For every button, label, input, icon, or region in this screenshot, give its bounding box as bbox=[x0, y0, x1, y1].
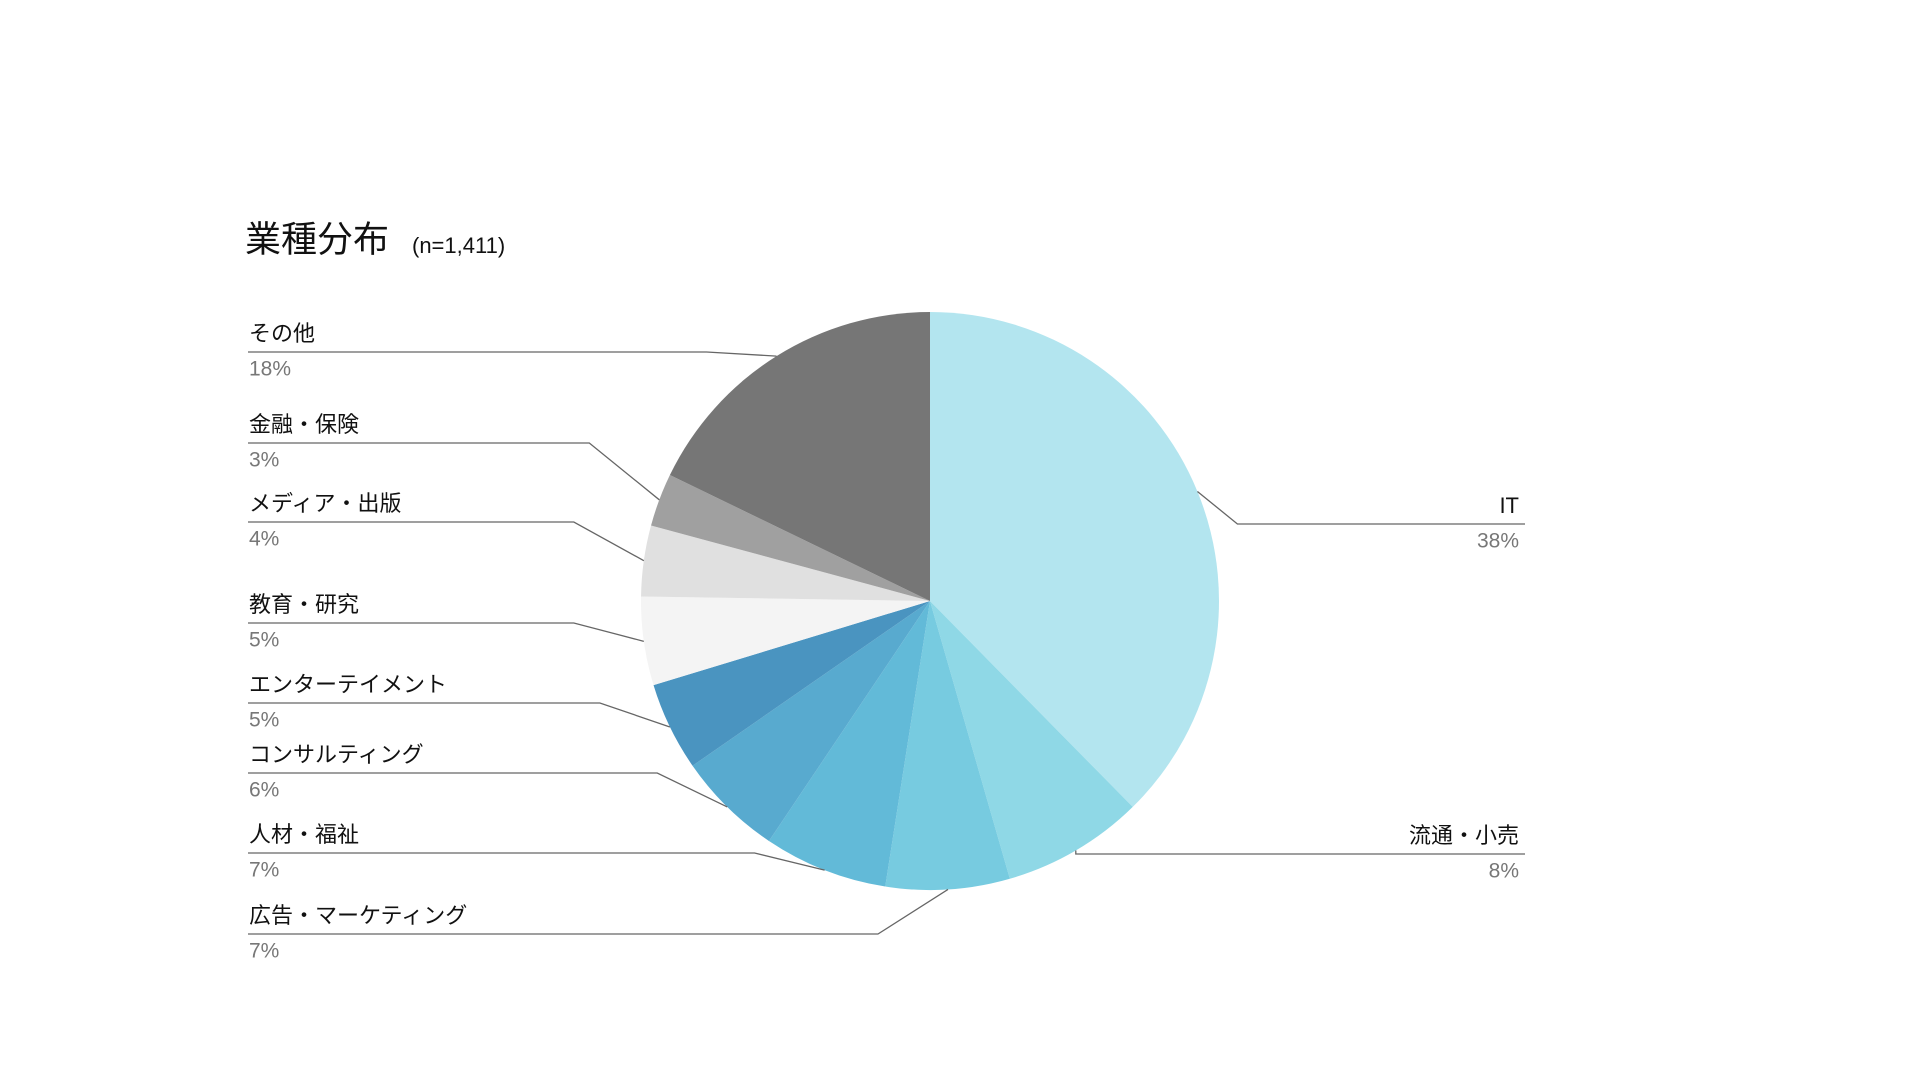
slice-label: IT bbox=[1499, 493, 1519, 518]
slice-value-label: 4% bbox=[249, 528, 279, 551]
slice-label: 金融・保険 bbox=[249, 412, 359, 437]
leader-line bbox=[248, 888, 949, 935]
slice-label: 人材・福祉 bbox=[249, 822, 359, 847]
slice-value-label: 5% bbox=[249, 709, 279, 732]
pie-slice bbox=[653, 601, 930, 766]
slice-label: メディア・出版 bbox=[249, 491, 401, 516]
slice-value-label: 18% bbox=[249, 358, 291, 381]
slice-label: 流通・小売 bbox=[1409, 823, 1519, 848]
pie-slice bbox=[692, 601, 930, 841]
slice-value-label: 38% bbox=[1477, 530, 1519, 553]
pie-slice bbox=[669, 312, 930, 601]
pie-slice bbox=[641, 525, 930, 601]
slice-label: エンターテイメント bbox=[249, 672, 447, 697]
leader-line bbox=[248, 521, 645, 562]
pie-slice bbox=[641, 596, 930, 686]
leader-line bbox=[1075, 850, 1525, 855]
leader-line bbox=[248, 622, 644, 642]
slice-value-label: 8% bbox=[1489, 860, 1519, 883]
leader-line bbox=[248, 772, 728, 808]
pie-slice bbox=[768, 601, 930, 887]
leader-line bbox=[248, 442, 660, 501]
slice-value-label: 3% bbox=[249, 449, 279, 472]
slice-label: 広告・マーケティング bbox=[249, 903, 467, 928]
pie-slice bbox=[930, 312, 1219, 807]
leader-line bbox=[248, 702, 671, 728]
leader-line bbox=[1197, 490, 1525, 525]
slice-label: 教育・研究 bbox=[249, 592, 359, 617]
slice-value-label: 7% bbox=[249, 940, 279, 963]
slice-value-label: 5% bbox=[249, 629, 279, 652]
slice-value-label: 6% bbox=[249, 779, 279, 802]
pie-slice bbox=[930, 601, 1133, 879]
chart-subtitle: (n=1,411) bbox=[412, 233, 505, 258]
pie-slice bbox=[651, 475, 930, 601]
chart-title: 業種分布 bbox=[245, 219, 389, 260]
leader-line bbox=[248, 351, 777, 357]
pie-slice bbox=[885, 601, 1010, 890]
slice-value-label: 7% bbox=[249, 859, 279, 882]
slice-label: コンサルティング bbox=[249, 742, 424, 767]
slice-label: その他 bbox=[249, 321, 315, 346]
leader-line bbox=[248, 852, 825, 871]
